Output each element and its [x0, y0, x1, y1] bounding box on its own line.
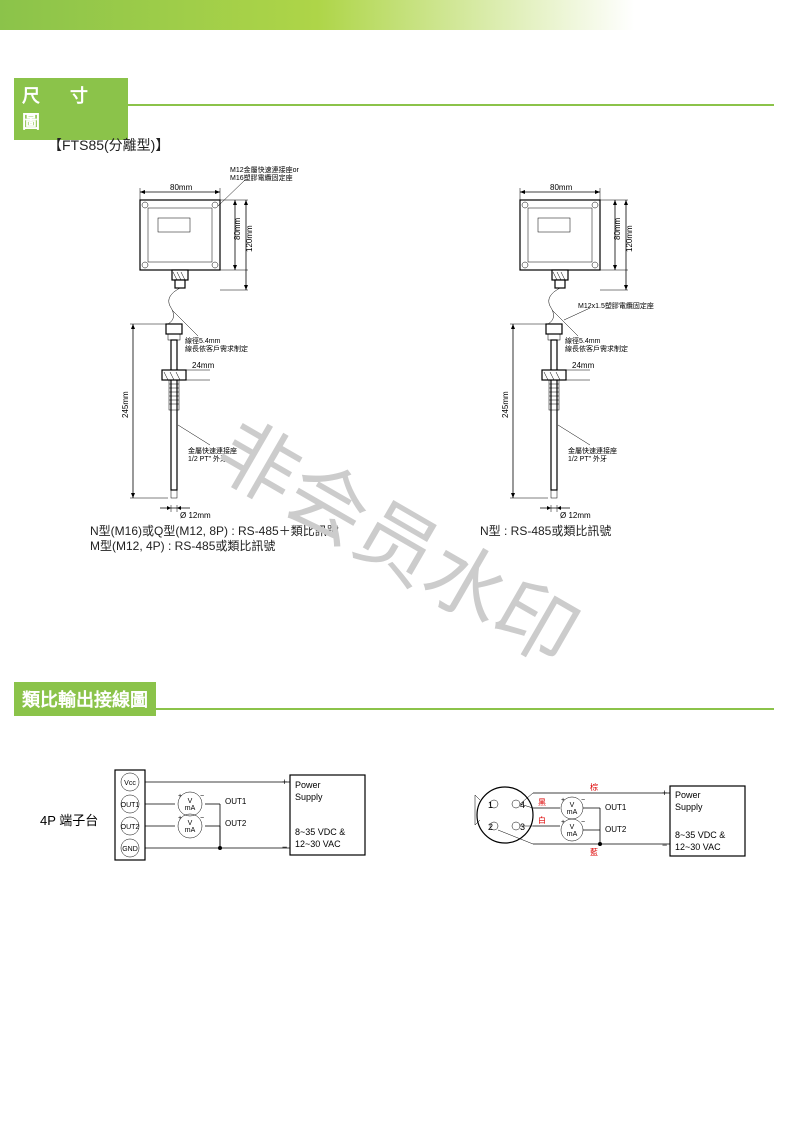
svg-text:OUT2: OUT2	[121, 824, 140, 831]
svg-text:−: −	[200, 815, 204, 822]
svg-text:80mm: 80mm	[613, 217, 622, 240]
svg-text:V: V	[188, 820, 193, 827]
svg-text:24mm: 24mm	[192, 361, 215, 370]
svg-text:+: +	[662, 788, 667, 798]
svg-text:V: V	[188, 798, 193, 805]
svg-text:mA: mA	[567, 831, 578, 838]
diagram-caption-right: N型 : RS-485或類比訊號	[480, 522, 611, 539]
svg-text:Power: Power	[295, 780, 321, 790]
svg-text:Supply: Supply	[675, 802, 703, 812]
top-accent-bar	[0, 0, 793, 30]
svg-text:+: +	[282, 777, 287, 787]
svg-text:mA: mA	[185, 805, 196, 812]
svg-text:120mm: 120mm	[245, 225, 254, 252]
svg-text:線徑5.4mm: 線徑5.4mm	[565, 336, 601, 345]
svg-text:白: 白	[538, 815, 546, 825]
section-header-wiring: 類比輸出接線圖	[14, 682, 156, 716]
svg-text:藍: 藍	[590, 847, 598, 857]
svg-text:Vcc: Vcc	[124, 780, 136, 787]
wiring-diagram-left: Vcc OUT1 OUT2 GND VmA VmA + − + − OUT1 OUT…	[110, 760, 390, 880]
svg-text:M12x1.5塑膠電纜固定座: M12x1.5塑膠電纜固定座	[578, 301, 654, 310]
svg-text:棕: 棕	[590, 782, 598, 792]
svg-text:80mm: 80mm	[550, 183, 573, 192]
svg-text:OUT2: OUT2	[605, 825, 627, 834]
svg-text:−: −	[581, 797, 585, 804]
svg-text:線長依客戶需求制定: 線長依客戶需求制定	[185, 344, 248, 353]
svg-text:1/2 PT" 外牙: 1/2 PT" 外牙	[188, 454, 227, 463]
svg-text:OUT2: OUT2	[225, 819, 247, 828]
svg-text:金屬快速連接座: 金屬快速連接座	[568, 446, 617, 455]
svg-text:V: V	[570, 802, 575, 809]
svg-text:1: 1	[488, 800, 493, 810]
dimension-diagram-right: 80mm 80mm 120mm M12x1.5塑膠電纜固定座 24mm 金屬快速…	[460, 160, 740, 530]
svg-text:+: +	[178, 815, 182, 822]
svg-text:24mm: 24mm	[572, 361, 595, 370]
svg-text:M16塑膠電纜固定座: M16塑膠電纜固定座	[230, 173, 293, 182]
svg-text:−: −	[581, 819, 585, 826]
svg-text:3: 3	[520, 822, 525, 832]
svg-text:+: +	[561, 797, 565, 804]
svg-text:V: V	[570, 824, 575, 831]
svg-text:OUT1: OUT1	[605, 803, 627, 812]
svg-text:mA: mA	[185, 827, 196, 834]
svg-text:Ø 12mm: Ø 12mm	[180, 511, 211, 520]
section-header-dimensions: 尺 寸 圖	[14, 78, 128, 140]
svg-text:M12金屬快速連接座or: M12金屬快速連接座or	[230, 165, 300, 174]
svg-text:2: 2	[488, 822, 493, 832]
divider	[14, 104, 774, 106]
svg-text:−: −	[282, 842, 287, 852]
svg-text:線徑5.4mm: 線徑5.4mm	[185, 336, 221, 345]
svg-text:+: +	[561, 819, 565, 826]
svg-text:mA: mA	[567, 809, 578, 816]
divider	[14, 708, 774, 710]
svg-text:線長依客戶需求制定: 線長依客戶需求制定	[565, 344, 628, 353]
svg-text:OUT1: OUT1	[121, 802, 140, 809]
svg-text:+: +	[178, 793, 182, 800]
svg-text:80mm: 80mm	[233, 217, 242, 240]
svg-text:8~35 VDC &: 8~35 VDC &	[295, 827, 345, 837]
svg-text:12~30 VAC: 12~30 VAC	[295, 839, 341, 849]
svg-text:Supply: Supply	[295, 792, 323, 802]
terminal-block-label: 4P 端子台	[40, 810, 98, 829]
svg-text:12~30 VAC: 12~30 VAC	[675, 842, 721, 852]
svg-text:Power: Power	[675, 790, 701, 800]
svg-text:80mm: 80mm	[170, 183, 193, 192]
diagram-caption-left-2: M型(M12, 4P) : RS-485或類比訊號	[90, 537, 275, 554]
svg-text:−: −	[662, 840, 667, 850]
svg-text:GND: GND	[122, 846, 138, 853]
dimension-diagram-left: 80mm 80mm 120mm M12金屬快速連接座or M16塑膠電纜固定座 …	[80, 160, 360, 530]
svg-text:8~35 VDC &: 8~35 VDC &	[675, 830, 725, 840]
svg-text:金屬快速連接座: 金屬快速連接座	[188, 446, 237, 455]
svg-text:OUT1: OUT1	[225, 797, 247, 806]
svg-text:黑: 黑	[538, 798, 546, 807]
svg-text:1/2 PT" 外牙: 1/2 PT" 外牙	[568, 454, 607, 463]
svg-text:245mm: 245mm	[121, 391, 130, 418]
svg-text:−: −	[200, 793, 204, 800]
svg-text:Ø 12mm: Ø 12mm	[560, 511, 591, 520]
svg-text:245mm: 245mm	[501, 391, 510, 418]
svg-text:120mm: 120mm	[625, 225, 634, 252]
wiring-diagram-right: 1 2 3 4 棕 黑 白 藍 VmA VmA +− +− OUT1 OUT2 …	[470, 760, 770, 880]
model-subtitle: 【FTS85(分離型)】	[48, 135, 169, 155]
